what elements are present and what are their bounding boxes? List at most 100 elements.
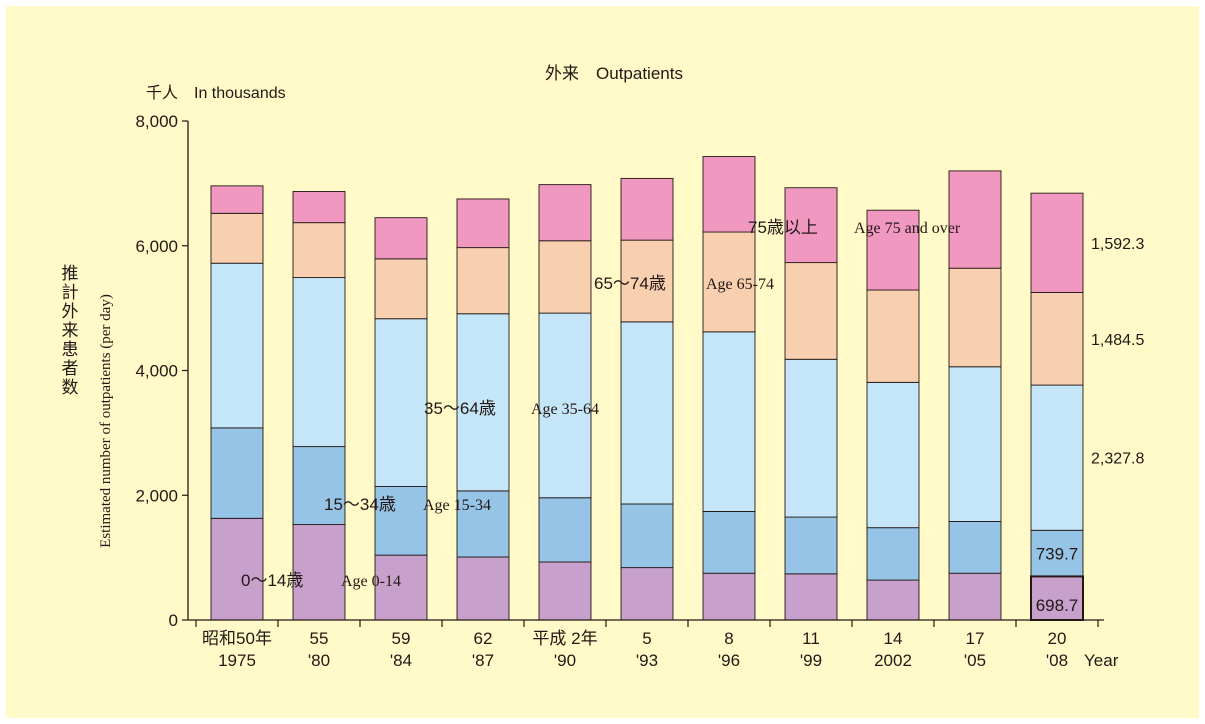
y-tick-label: 0 [169, 611, 178, 630]
bar-segment-age_35_64 [948, 366, 1002, 522]
bar-segment-age_0_14 [456, 556, 510, 621]
bar-segment-age_0_14 [784, 573, 838, 621]
bar-segment-age_15_34 [456, 490, 510, 558]
x-axis-unit: Year [1084, 651, 1119, 670]
x-tick-label-year: '96 [718, 651, 740, 670]
x-tick-label-year: 2002 [874, 651, 912, 670]
y-tick-label: 4,000 [135, 362, 178, 381]
x-tick-label-year: '84 [390, 651, 412, 670]
y-tick-label: 8,000 [135, 112, 178, 131]
x-tick-label-year: '05 [964, 651, 986, 670]
x-tick-label-year: '93 [636, 651, 658, 670]
plot-area: 0 2,000 4,000 6,000 8,000 昭和50年 1975 55 '80 59 '84… [135, 112, 1144, 670]
x-tick-label-era: 11 [802, 629, 820, 648]
value-label-2008-age_35_64: 2,327.8 [1091, 451, 1144, 468]
bar-segment-age_65_74 [620, 239, 674, 323]
value-label-2008-age_0_14: 698.7 [1036, 596, 1079, 615]
bar-segment-age_35_64 [784, 358, 838, 518]
chart-panel: 外来 Outpatients 千人 In thousands 推計外来患者数 E… [6, 6, 1199, 718]
x-tick-label-era: 5 [642, 629, 651, 648]
x-tick-label-era: 平成 2年 [532, 629, 597, 648]
bar-segment-age_65_74 [1030, 292, 1084, 386]
y-axis-label-japanese: 推計外来患者数 [59, 264, 79, 397]
bar-segment-age_15_34 [210, 427, 264, 519]
bar-segment-age_75_over [456, 198, 510, 249]
y-axis-label-english: Estimated number of outpatients (per day… [98, 294, 114, 548]
series-label-age_0_14-jp: 0〜14歳 [241, 571, 303, 590]
bar-segment-age_15_34 [1030, 529, 1084, 577]
chart-title: 外来 Outpatients [545, 64, 683, 83]
bar-segment-age_75_over [210, 185, 264, 214]
bar-segment-age_15_34 [866, 527, 920, 581]
x-tick-label-era: 8 [724, 629, 733, 648]
highlight-box [1030, 575, 1084, 621]
x-tick-label-year: '99 [800, 651, 822, 670]
bar-segment-age_35_64 [456, 313, 510, 492]
x-tick-label-era: 55 [310, 629, 329, 648]
bar-segment-age_65_74 [374, 258, 428, 320]
bar-segment-age_35_64 [210, 262, 264, 429]
bar-segment-age_65_74 [210, 212, 264, 264]
series-label-age_35_64-jp: 35〜64歳 [424, 399, 496, 418]
x-tick-label-era: 59 [392, 629, 411, 648]
bar-segment-age_65_74 [702, 231, 756, 333]
y-tick-label: 6,000 [135, 237, 178, 256]
value-label-2008-age_65_74: 1,484.5 [1091, 332, 1144, 349]
series-label-age_35_64-en: Age 35-64 [531, 401, 599, 418]
bar-segment-age_35_64 [374, 318, 428, 487]
bar-segment-age_75_over [620, 177, 674, 241]
x-tick-label-era: 17 [966, 629, 985, 648]
bar-segment-age_0_14 [866, 579, 920, 621]
bar-segment-age_65_74 [948, 267, 1002, 368]
bar-segment-age_65_74 [538, 240, 592, 314]
x-tick-label-era: 20 [1048, 629, 1067, 648]
bar-segment-age_35_64 [866, 381, 920, 529]
bar-segment-age_0_14 [1030, 575, 1084, 621]
bar-segment-age_65_74 [784, 262, 838, 360]
value-label-2008-age_75_over: 1,592.3 [1091, 236, 1144, 253]
x-tick-label-year: '90 [554, 651, 576, 670]
x-tick-label-era: 昭和50年 [202, 629, 272, 648]
bar-segment-age_65_74 [292, 222, 346, 279]
bar-segment-age_75_over [866, 209, 920, 291]
bar-segment-age_15_34 [702, 511, 756, 574]
bar-segment-age_75_over [784, 187, 838, 264]
bar-segment-age_15_34 [620, 503, 674, 569]
x-tick-label-era: 14 [884, 629, 903, 648]
x-tick-label-year: '87 [472, 651, 494, 670]
bar-segment-age_15_34 [292, 446, 346, 526]
bar-segment-age_35_64 [292, 277, 346, 448]
bar-segment-age_35_64 [620, 321, 674, 505]
bar-segment-age_15_34 [948, 520, 1002, 574]
series-label-age_65_74-jp: 65〜74歳 [594, 274, 666, 293]
bar-segment-age_0_14 [948, 572, 1002, 621]
series-label-age_75_over-en: Age 75 and over [854, 220, 961, 237]
bar-segment-age_35_64 [1030, 384, 1084, 531]
bar-segment-age_15_34 [538, 497, 592, 563]
x-tick-label-era: 62 [474, 629, 493, 648]
unit-label: 千人 In thousands [146, 84, 286, 102]
series-label-age_15_34-en: Age 15-34 [423, 497, 491, 514]
bar-segment-age_35_64 [538, 312, 592, 499]
value-label-2008-age_15_34: 739.7 [1036, 544, 1079, 563]
bar-segment-age_15_34 [784, 516, 838, 575]
series-label-age_15_34-jp: 15〜34歳 [324, 495, 396, 514]
bar-segment-age_0_14 [210, 517, 264, 621]
x-tick-label-year: 1975 [218, 651, 256, 670]
bar-segment-age_0_14 [620, 567, 674, 621]
bar-segment-age_65_74 [866, 289, 920, 383]
bar-segment-age_75_over [374, 217, 428, 260]
bar-segment-age_35_64 [702, 331, 756, 512]
series-label-age_75_over-jp: 75歳以上 [748, 218, 818, 237]
stacked-bar-chart: 外来 Outpatients 千人 In thousands 推計外来患者数 E… [59, 64, 1145, 670]
y-tick-label: 2,000 [135, 486, 178, 505]
bar-segment-age_75_over [702, 156, 756, 233]
x-tick-label-year: '80 [308, 651, 330, 670]
bar-segment-age_75_over [292, 191, 346, 224]
bar-segment-age_0_14 [538, 561, 592, 621]
bar-segment-age_75_over [1030, 192, 1084, 293]
bar-segment-age_75_over [538, 184, 592, 242]
series-label-age_0_14-en: Age 0-14 [341, 573, 401, 590]
bar-segment-age_65_74 [456, 247, 510, 315]
bar-segment-age_0_14 [702, 572, 756, 621]
